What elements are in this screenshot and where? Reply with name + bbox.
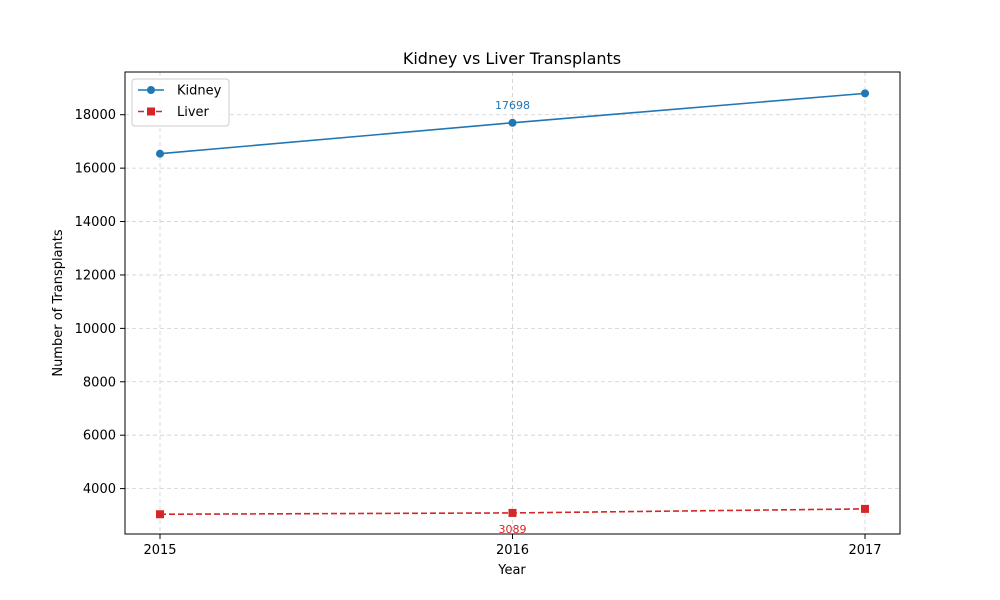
- y-tick-label: 16000: [75, 162, 116, 177]
- y-axis-label: Number of Transplants: [51, 229, 66, 377]
- x-axis: 2015 2016 2017: [143, 534, 882, 558]
- series-layer: [156, 89, 869, 519]
- y-tick-label: 14000: [75, 215, 116, 230]
- y-tick-label: 10000: [75, 322, 116, 337]
- y-tick-label: 4000: [83, 482, 116, 497]
- y-tick-label: 12000: [75, 268, 116, 283]
- liver-point: [861, 504, 869, 513]
- legend-liver-marker: [147, 107, 155, 116]
- y-tick-label: 18000: [75, 108, 116, 123]
- x-tick-label: 2015: [143, 543, 176, 558]
- liver-point: [508, 508, 517, 517]
- chart-title: Kidney vs Liver Transplants: [403, 49, 621, 68]
- x-tick-label: 2017: [848, 543, 881, 558]
- x-axis-label: Year: [497, 563, 526, 578]
- liver-data-label: 3089: [499, 523, 527, 536]
- y-tick-label: 8000: [83, 375, 116, 390]
- legend-liver-label: Liver: [177, 105, 210, 120]
- legend: Kidney Liver: [131, 78, 230, 127]
- liver-point: [156, 510, 164, 519]
- kidney-point: [156, 149, 164, 158]
- legend-kidney-marker: [147, 86, 155, 94]
- y-axis: 4000 6000 8000 10000 12000 14000 16000 18000: [75, 108, 125, 497]
- x-tick-label: 2016: [496, 543, 529, 558]
- kidney-data-label: 17698: [495, 99, 530, 112]
- legend-kidney-label: Kidney: [177, 84, 222, 99]
- y-tick-label: 6000: [83, 429, 116, 444]
- grid-lines: [125, 72, 900, 534]
- kidney-point: [508, 118, 517, 127]
- kidney-point: [861, 89, 869, 98]
- data-labels: 17698 3089: [495, 99, 530, 536]
